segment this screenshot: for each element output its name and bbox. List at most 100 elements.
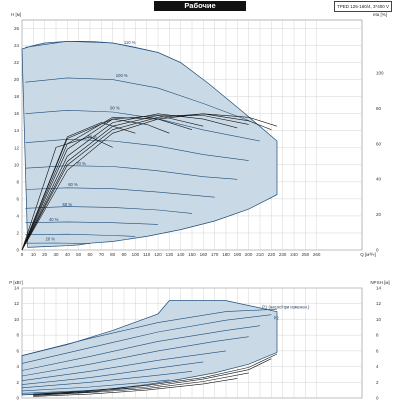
y2-tick-label: 10 (376, 317, 382, 322)
series-line (21, 308, 278, 356)
y-tick-label: 0 (16, 248, 19, 253)
x-tick-label: 90 (121, 252, 127, 257)
x-tick-label: 220 (268, 252, 276, 257)
series-line (25, 77, 249, 121)
head-chart-envelope (21, 40, 278, 248)
series-line (25, 109, 261, 142)
y2-tick-label: 40 (376, 177, 382, 182)
speed-label: 50 % (63, 202, 73, 207)
speed-label: 60 % (68, 182, 78, 187)
series-line (21, 379, 170, 392)
x-tick-label: 10 (31, 252, 37, 257)
series-line (25, 233, 136, 237)
speed-label: 40 % (49, 217, 59, 222)
y-tick-label: 4 (16, 364, 19, 369)
y2-tick-label: 2 (376, 380, 379, 385)
y2-tick-label: 0 (376, 396, 379, 400)
y-tick-label: 2 (16, 230, 19, 235)
y-tick-label: 8 (16, 179, 19, 184)
y-axis-label: P [кВт] (9, 280, 23, 285)
y-tick-label: 12 (14, 301, 20, 306)
chart-title: Рабочие характеристики (154, 1, 246, 20)
annotation-label: P2 (274, 315, 280, 320)
x-tick-label: 0 (21, 252, 24, 257)
y-tick-label: 16 (14, 111, 20, 116)
x-tick-label: 160 (200, 252, 208, 257)
y2-tick-label: 6 (376, 348, 379, 353)
speed-label: 20 % (46, 237, 56, 242)
y2-tick-label: 12 (376, 301, 382, 306)
y-tick-label: 6 (16, 196, 19, 201)
y-tick-label: 10 (14, 162, 20, 167)
y2-tick-label: 60 (376, 141, 382, 146)
x-tick-label: 260 (313, 252, 321, 257)
series-line (25, 206, 193, 214)
speed-label: 100 % (116, 73, 128, 78)
speed-label: 110 % (124, 40, 136, 45)
y2-tick-label: 4 (376, 364, 379, 369)
series-line (25, 138, 249, 161)
y2-tick-label: 20 (376, 212, 382, 217)
efficiency-line (21, 136, 113, 251)
npsh-line (33, 378, 238, 397)
y2-tick-label: 100 (376, 71, 384, 76)
series-line (21, 361, 204, 385)
speed-label: 70 % (76, 161, 86, 166)
npsh-line (33, 372, 249, 396)
x-tick-label: 250 (302, 252, 310, 257)
x-tick-label: 230 (279, 252, 287, 257)
series-line (21, 371, 193, 389)
x-tick-label: 110 (143, 252, 151, 257)
x-axis-label: Q [м³/ч] (360, 252, 375, 257)
series-line (21, 325, 261, 371)
y-tick-label: 26 (14, 26, 20, 31)
series-line (21, 350, 227, 381)
y2-axis-label: eta [%] (373, 12, 387, 17)
x-tick-label: 170 (211, 252, 219, 257)
efficiency-line (21, 118, 170, 251)
y-tick-label: 14 (14, 286, 20, 291)
x-tick-label: 200 (245, 252, 253, 257)
y-tick-label: 8 (16, 333, 19, 338)
x-tick-label: 40 (65, 252, 71, 257)
y2-axis-label: NPSH [м] (370, 280, 389, 285)
series-line (21, 314, 272, 364)
x-tick-label: 80 (110, 252, 116, 257)
y-tick-label: 10 (14, 317, 20, 322)
y-tick-label: 4 (16, 213, 19, 218)
model-label: TPED 125-160/4, 3*400 V (333, 1, 392, 12)
y2-tick-label: 0 (376, 248, 379, 253)
x-tick-label: 60 (87, 252, 93, 257)
series-line (25, 242, 91, 244)
x-tick-label: 190 (234, 252, 242, 257)
x-tick-label: 70 (99, 252, 105, 257)
x-tick-label: 150 (188, 252, 196, 257)
npsh-line (33, 358, 272, 396)
y-tick-label: 0 (16, 396, 19, 400)
y-tick-label: 24 (14, 43, 20, 48)
x-tick-label: 210 (256, 252, 264, 257)
y-tick-label: 18 (14, 94, 20, 99)
y2-tick-label: 8 (376, 333, 379, 338)
series-line (25, 165, 238, 180)
x-tick-label: 50 (76, 252, 82, 257)
efficiency-line (21, 122, 136, 251)
y-tick-label: 14 (14, 128, 20, 133)
series-line (21, 387, 136, 394)
y-tick-label: 20 (14, 77, 20, 82)
y2-tick-label: 14 (376, 286, 382, 291)
series-line (21, 336, 249, 377)
header: Рабочие характеристики TPED 125-160/4, 3… (0, 0, 400, 20)
y-tick-label: 12 (14, 145, 20, 150)
x-tick-label: 120 (154, 252, 162, 257)
y-axis-label: H [м] (11, 12, 21, 17)
y-tick-label: 22 (14, 60, 20, 65)
x-tick-label: 180 (222, 252, 230, 257)
y2-tick-label: 80 (376, 106, 382, 111)
series-line (25, 40, 181, 63)
speed-label: 90 % (110, 105, 120, 110)
x-tick-label: 20 (42, 252, 48, 257)
npsh-line (33, 353, 278, 395)
